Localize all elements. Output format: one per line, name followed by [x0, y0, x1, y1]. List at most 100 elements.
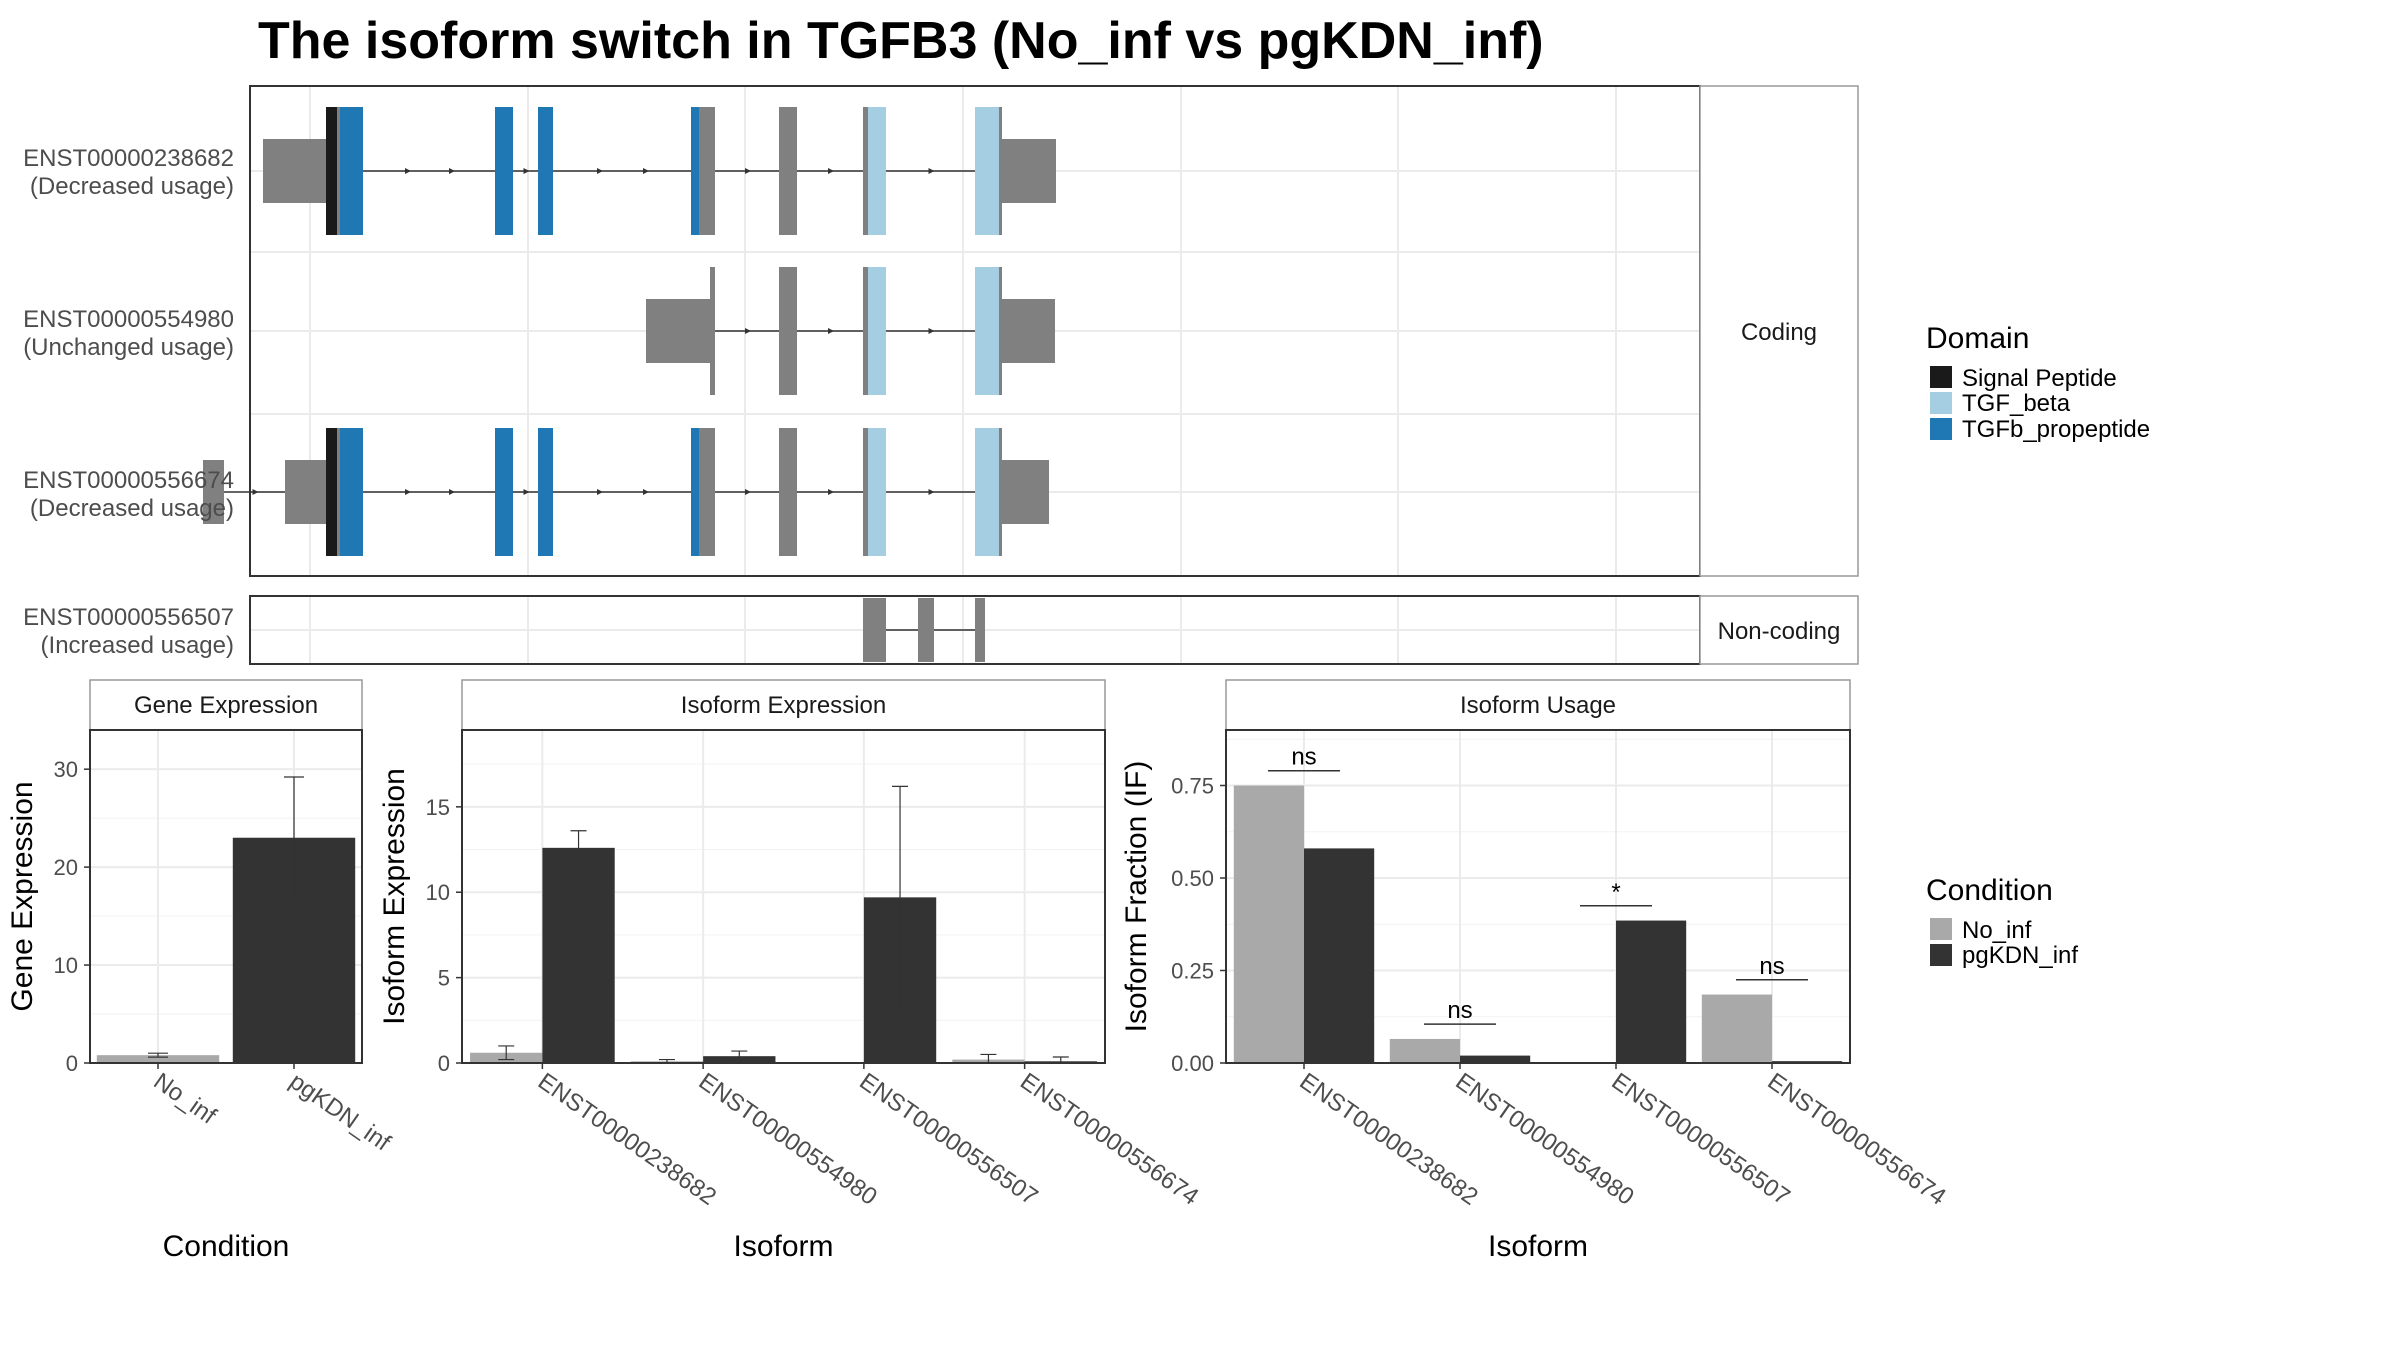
significance-label: ns: [1759, 953, 1784, 980]
x-tick-label: ENST00000556507: [854, 1068, 1042, 1211]
bar: [1304, 848, 1375, 1063]
intron-arrow: [405, 168, 411, 174]
bar: [542, 847, 615, 1063]
legend-key-tgfb-propeptide: [1930, 418, 1952, 440]
y-tick-label: 0.75: [1171, 774, 1214, 799]
legend-label: pgKDN_inf: [1962, 942, 2078, 969]
y-axis-title: Isoform Fraction (IF): [1120, 761, 1153, 1033]
condition-legend-title: Condition: [1926, 874, 2053, 907]
intron-arrow: [828, 168, 834, 174]
exon: [918, 598, 934, 662]
domain-exon: [975, 428, 999, 556]
domain-exon: [326, 428, 337, 556]
exon: [999, 267, 1002, 395]
y-tick-label: 0: [66, 1051, 78, 1076]
gene-expression-chart: Gene Expression 0 10 20 30 No_inf pgKDN_inf Con…: [6, 679, 395, 1263]
figure-title: The isoform switch in TGFB3 (No_inf vs p…: [258, 12, 1544, 70]
legend-key-pgkdn-inf: [1930, 944, 1952, 966]
bar: [96, 1055, 220, 1063]
isoform-id-label: ENST00000556507: [23, 604, 234, 631]
x-axis-title: Isoform: [1488, 1230, 1588, 1263]
exon: [263, 139, 326, 203]
domain-exon: [975, 267, 999, 395]
error-bar: [570, 830, 587, 866]
y-tick-label: 0.00: [1171, 1051, 1214, 1076]
exon: [699, 428, 715, 556]
significance-label: ns: [1447, 997, 1472, 1024]
domain-legend: Domain Signal Peptide TGF_beta TGFb_prop…: [1926, 322, 2150, 443]
exon: [863, 267, 868, 395]
exon: [337, 107, 340, 235]
y-axis-title: Gene Expression: [6, 781, 39, 1011]
y-tick-label: 0.50: [1171, 866, 1214, 891]
noncoding-tracks: [863, 598, 985, 662]
exon: [779, 428, 797, 556]
isoform-usage-label: (Decreased usage): [30, 495, 234, 522]
x-tick-label: ENST00000238682: [533, 1068, 721, 1211]
panel-title: Isoform Usage: [1460, 692, 1616, 719]
legend-label: TGF_beta: [1962, 390, 2071, 417]
intron-arrow: [928, 168, 935, 174]
bar: [1460, 1055, 1531, 1063]
significance-label: ns: [1291, 744, 1316, 771]
exon: [285, 460, 326, 524]
intron-arrow: [405, 489, 411, 495]
panel-strip: [89, 679, 363, 731]
intron-arrow: [745, 328, 751, 334]
exon: [863, 598, 886, 662]
domain-exon: [326, 107, 337, 235]
y-tick-label: 15: [426, 795, 450, 820]
intron-arrow: [523, 489, 530, 495]
error-bar: [148, 1052, 168, 1058]
y-tick-label: 10: [54, 953, 78, 978]
intron-arrow: [597, 168, 603, 174]
domain-exon: [538, 428, 553, 556]
intron-arrow: [449, 168, 455, 174]
intron-arrow: [523, 168, 530, 174]
domain-exon: [691, 428, 699, 556]
error-bar: [892, 785, 909, 1011]
isoform-id-label: ENST00000238682: [23, 145, 234, 172]
exon: [863, 107, 868, 235]
panel-title: Isoform Expression: [681, 692, 886, 719]
bar: [1616, 920, 1687, 1063]
domain-exon: [868, 107, 886, 235]
domain-exon: [495, 107, 513, 235]
exon: [1002, 460, 1049, 524]
isoform-usage-label: (Increased usage): [41, 632, 234, 659]
x-axis-title: Isoform: [733, 1230, 833, 1263]
coding-panel: Coding: [203, 85, 1859, 577]
error-bar: [731, 1050, 748, 1061]
isoform-id-label: ENST00000554980: [23, 306, 234, 333]
exon: [710, 267, 715, 395]
domain-exon: [340, 107, 363, 235]
intron-arrow: [449, 489, 455, 495]
y-tick-label: 30: [54, 757, 78, 782]
exon: [203, 460, 224, 524]
panel-title: Gene Expression: [134, 692, 318, 719]
isoform-row-labels: ENST00000238682 (Decreased usage) ENST00…: [23, 145, 234, 659]
legend-key-no-inf: [1930, 918, 1952, 940]
intron-arrow: [928, 328, 935, 334]
x-axis-title: Condition: [163, 1230, 290, 1263]
exon: [999, 107, 1002, 235]
domain-legend-title: Domain: [1926, 322, 2029, 355]
noncoding-strip: [1699, 595, 1859, 665]
isoform-usage-label: (Unchanged usage): [23, 334, 234, 361]
intron-arrow: [252, 489, 259, 495]
exon: [863, 428, 868, 556]
exon: [1002, 139, 1056, 203]
condition-legend: Condition No_inf pgKDN_inf: [1926, 874, 2078, 969]
bar: [1701, 994, 1772, 1063]
exon: [337, 428, 340, 556]
bar: [1233, 785, 1304, 1063]
noncoding-strip-label: Non-coding: [1718, 618, 1841, 645]
panel-border: [1225, 729, 1851, 1064]
intron-arrow: [643, 489, 649, 495]
domain-exon: [538, 107, 553, 235]
domain-exon: [691, 107, 699, 235]
y-tick-label: 20: [54, 855, 78, 880]
intron-arrow: [828, 489, 834, 495]
x-tick-label: ENST00000556674: [1015, 1068, 1203, 1211]
